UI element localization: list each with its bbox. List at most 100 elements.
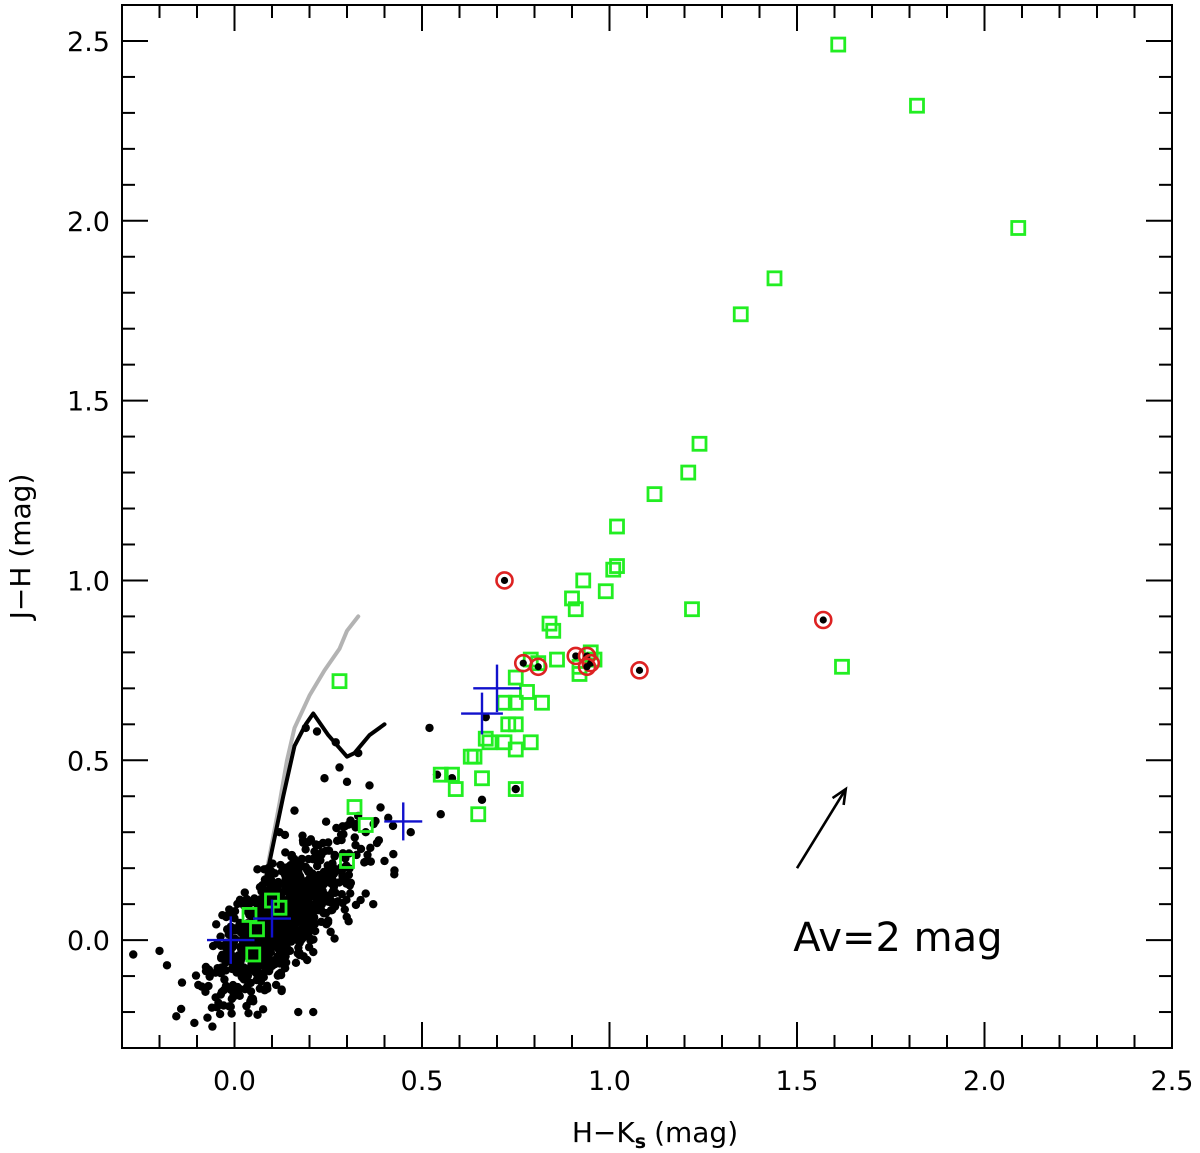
x-tick-label: 0.0 (213, 1066, 256, 1097)
data-point-dot (342, 895, 351, 904)
data-point-dot (276, 860, 285, 870)
data-point-dot (380, 856, 389, 866)
data-point-dot (298, 831, 307, 840)
data-point-dot (301, 845, 310, 854)
x-tick-label: 1.5 (776, 1066, 819, 1097)
data-point-square (470, 806, 487, 823)
data-point-dot (246, 978, 255, 988)
plot-frame (121, 4, 1173, 1049)
data-point-dot (366, 857, 375, 866)
data-point-dot (361, 889, 370, 898)
y-tick-label: 2.0 (67, 207, 110, 238)
data-point-dot (237, 950, 247, 959)
data-point-dot (310, 919, 320, 928)
data-point-dot (228, 943, 237, 952)
data-point-dot (256, 977, 265, 986)
arrow-head (831, 786, 848, 806)
data-point-dot (237, 972, 247, 982)
y-tick-label: 0.0 (67, 926, 110, 957)
data-point-dot (330, 934, 339, 943)
data-point-dot (316, 889, 325, 899)
data-point-dot (298, 862, 307, 871)
data-point-dot (219, 985, 229, 995)
data-point-dot (369, 899, 378, 909)
data-point-dot (256, 903, 265, 913)
data-point-dot (327, 874, 337, 884)
data-point-square (605, 561, 622, 578)
data-point-circle-center (519, 659, 527, 667)
data-point-dot (229, 992, 238, 1002)
data-point-dot (363, 850, 372, 859)
data-point-dot (406, 828, 415, 837)
data-point-dot (365, 781, 374, 790)
data-point-dot (436, 810, 445, 819)
data-points (129, 36, 1027, 1031)
data-point-circle (528, 657, 548, 677)
data-point-dot (317, 848, 327, 857)
data-point-circle-center (572, 652, 580, 660)
data-point-square (249, 921, 265, 938)
data-point-dot (477, 795, 487, 805)
x-tick-label: 2.5 (1151, 1066, 1194, 1097)
data-point-dot (129, 950, 138, 959)
data-point-dot (172, 1012, 181, 1021)
data-point-square (447, 781, 464, 797)
data-point-dot (388, 821, 398, 831)
data-point-dot (258, 1005, 268, 1014)
data-point-square (766, 270, 783, 287)
data-point-dot (350, 833, 359, 842)
data-point-dot (252, 897, 261, 906)
data-point-square (357, 817, 374, 833)
data-point-dot (374, 836, 384, 845)
data-point-dot (221, 942, 230, 952)
data-point-dot (346, 889, 355, 898)
data-point-dot (197, 982, 206, 991)
series-circled (495, 571, 833, 680)
data-point-square (507, 669, 524, 686)
data-point-square (507, 781, 524, 797)
data-point-dot (220, 975, 229, 984)
data-point-dot (292, 913, 301, 922)
data-point-dot (207, 1003, 217, 1012)
data-point-dot (287, 919, 297, 928)
data-point-dot (340, 905, 349, 914)
data-point-dot (294, 1007, 303, 1017)
data-point-dot (312, 861, 322, 871)
x-axis-title-main: H−K (572, 1116, 636, 1149)
y-tick-label: 1.0 (67, 566, 110, 597)
data-point-dot (191, 971, 201, 980)
data-point-square (597, 583, 614, 600)
data-point-dot (221, 966, 231, 975)
data-point-square (432, 766, 449, 783)
tick-labels: 0.0 0.5 1.0 1.5 2.0 2.5 0.0 0.5 1.0 1.5 2.0 2.5 (67, 27, 1193, 1097)
data-point-dot (265, 964, 274, 974)
data-point-dot (336, 830, 346, 839)
data-point-dot (290, 884, 300, 893)
data-point-dot (389, 849, 398, 859)
data-point-dot (319, 879, 329, 889)
data-point-dot (282, 930, 292, 939)
data-point-circle (813, 610, 833, 630)
data-point-dot (235, 991, 244, 1001)
data-point-circle (581, 653, 601, 673)
data-point-dot (260, 875, 270, 884)
data-point-dot (351, 823, 360, 832)
data-point-dot (241, 939, 251, 949)
data-point-dot (312, 727, 322, 736)
data-point-dot (304, 854, 313, 864)
data-point-square (680, 464, 697, 481)
data-point-dot (248, 994, 258, 1004)
data-point-square (684, 601, 700, 618)
y-tick-label: 1.5 (67, 387, 110, 418)
data-point-square (477, 730, 494, 747)
data-point-dot (320, 774, 329, 783)
data-point-square (545, 622, 562, 639)
data-point-dot (366, 843, 375, 853)
data-point-dot (177, 978, 187, 987)
data-point-dot (244, 1008, 253, 1018)
data-point-dot (208, 1022, 217, 1031)
data-point-dot (304, 837, 313, 847)
data-point-dot (246, 987, 256, 996)
data-point-dot (298, 922, 308, 932)
data-point-dot (333, 897, 343, 906)
